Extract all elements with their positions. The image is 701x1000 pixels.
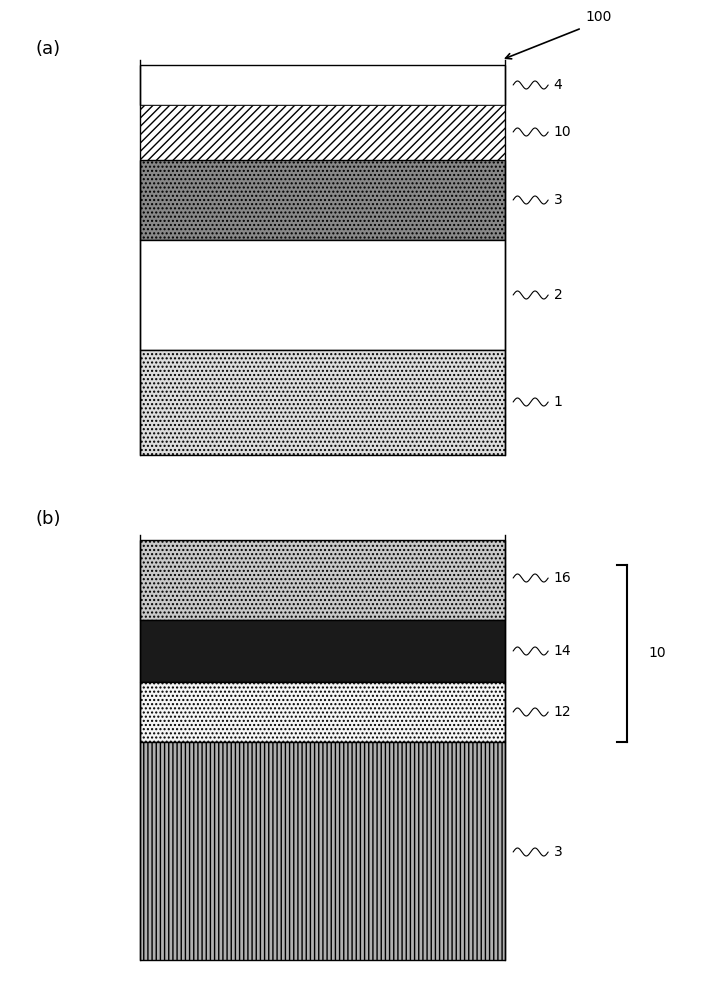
Text: 12: 12 bbox=[554, 705, 571, 719]
Bar bbox=[140, 742, 505, 960]
Text: 1: 1 bbox=[554, 395, 563, 409]
Bar bbox=[140, 682, 505, 742]
Text: 100: 100 bbox=[585, 10, 612, 24]
Bar bbox=[140, 350, 505, 455]
Bar bbox=[140, 540, 505, 620]
Bar bbox=[140, 105, 505, 160]
Text: 2: 2 bbox=[554, 288, 562, 302]
Text: 4: 4 bbox=[554, 78, 562, 92]
Text: 10: 10 bbox=[554, 125, 571, 139]
Text: 3: 3 bbox=[554, 845, 562, 859]
Bar bbox=[140, 240, 505, 350]
Text: (a): (a) bbox=[35, 40, 60, 58]
Bar bbox=[140, 65, 505, 105]
Text: 14: 14 bbox=[554, 644, 571, 658]
Bar bbox=[140, 620, 505, 682]
Bar bbox=[140, 160, 505, 240]
Text: 10: 10 bbox=[648, 646, 666, 660]
Text: 16: 16 bbox=[554, 571, 571, 585]
Text: 3: 3 bbox=[554, 193, 562, 207]
Text: (b): (b) bbox=[35, 510, 60, 528]
